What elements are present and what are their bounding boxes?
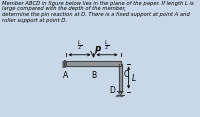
Text: Member ABCD in figure below lies in the plane of the paper. If length L is large: Member ABCD in figure below lies in the … (2, 1, 194, 23)
Text: $\frac{L}{2}$: $\frac{L}{2}$ (104, 38, 110, 53)
Text: B: B (91, 71, 96, 80)
Text: $L$: $L$ (131, 72, 137, 83)
Text: C: C (124, 70, 129, 79)
Text: A: A (63, 71, 68, 80)
Text: $\frac{L}{2}$: $\frac{L}{2}$ (77, 38, 82, 53)
Text: P: P (95, 46, 101, 55)
Text: D: D (109, 86, 115, 95)
